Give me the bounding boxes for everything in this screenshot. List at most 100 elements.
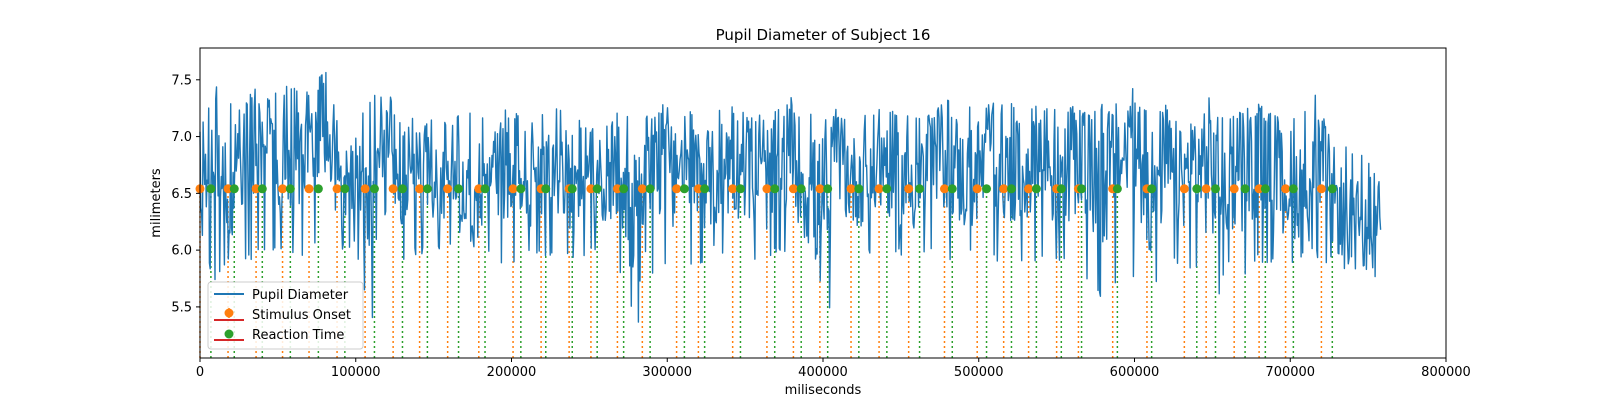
y-tick-label: 7.5: [171, 73, 192, 88]
x-tick-label: 400000: [798, 365, 848, 380]
stimulus-onset-marker: [1316, 184, 1326, 194]
y-tick-label: 6.0: [171, 244, 192, 259]
reaction-time-marker: [735, 184, 745, 194]
stimulus-onset-marker: [815, 184, 825, 194]
reaction-time-marker: [1077, 184, 1087, 194]
legend-label-pupil-diameter: Pupil Diameter: [252, 288, 349, 303]
stimulus-onset-marker: [1201, 184, 1211, 194]
x-axis-ticks: 0 100000 200000 300000 400000 500000 600000 700…: [196, 358, 1471, 380]
reaction-time-marker: [1031, 184, 1041, 194]
x-tick-label: 200000: [487, 365, 537, 380]
x-tick-label: 0: [196, 365, 204, 380]
x-tick-label: 500000: [954, 365, 1004, 380]
stimulus-onset-marker: [304, 184, 314, 194]
reaction-time-marker: [567, 184, 577, 194]
stimulus-onset-marker: [586, 184, 596, 194]
reaction-time-marker: [1240, 184, 1250, 194]
stimulus-onset-marker: [762, 184, 772, 194]
y-axis-ticks: 5.5 6.0 6.5 7.0 7.5: [171, 73, 200, 315]
reaction-time-marker: [516, 184, 526, 194]
stimulus-onset-marker: [788, 184, 798, 194]
stimulus-onset-marker: [508, 184, 518, 194]
reaction-time-marker: [823, 184, 833, 194]
reaction-time-marker: [313, 184, 323, 194]
reaction-time-marker: [1192, 184, 1202, 194]
stimulus-onset-marker: [1179, 184, 1189, 194]
stimulus-onset-marker: [278, 184, 288, 194]
reaction-time-marker: [1112, 184, 1122, 194]
reaction-time-marker: [480, 184, 490, 194]
reaction-time-marker: [369, 184, 379, 194]
reaction-time-marker: [947, 184, 957, 194]
stimulus-onset-marker: [904, 184, 914, 194]
stimulus-onset-marker: [1254, 184, 1264, 194]
reaction-time-marker: [645, 184, 655, 194]
x-axis-title: miliseconds: [785, 383, 862, 398]
y-tick-label: 7.0: [171, 130, 192, 145]
stimulus-onset-marker: [728, 184, 738, 194]
reaction-time-marker: [340, 184, 350, 194]
y-tick-label: 5.5: [171, 300, 192, 315]
reaction-time-marker: [422, 184, 432, 194]
stimulus-onset-marker: [223, 184, 233, 194]
x-tick-label: 800000: [1421, 365, 1471, 380]
stimulus-onset-marker: [415, 184, 425, 194]
reaction-time-marker: [206, 184, 216, 194]
reaction-time-marker: [619, 184, 629, 194]
reaction-time-marker: [982, 184, 992, 194]
reaction-time-marker: [796, 184, 806, 194]
reaction-time-marker: [257, 184, 267, 194]
reaction-time-marker: [1327, 184, 1337, 194]
legend-reaction-marker-swatch: [224, 329, 234, 339]
reaction-time-marker: [915, 184, 925, 194]
stimulus-onset-marker: [612, 184, 622, 194]
legend: Pupil Diameter Stimulus Onset Reaction T…: [207, 281, 364, 350]
y-axis-title: milimeters: [149, 168, 164, 238]
reaction-time-marker: [882, 184, 892, 194]
pupil-diameter-line: [199, 71, 1382, 323]
reaction-time-marker: [700, 184, 710, 194]
stimulus-onset-marker: [939, 184, 949, 194]
reaction-time-marker: [1147, 184, 1157, 194]
stimulus-onset-marker: [693, 184, 703, 194]
stimulus-onset-marker: [999, 184, 1009, 194]
stimulus-onset-marker: [874, 184, 884, 194]
reaction-time-marker: [1260, 184, 1270, 194]
stimulus-onset-marker: [1281, 184, 1291, 194]
y-tick-label: 6.5: [171, 187, 192, 202]
x-tick-label: 600000: [1110, 365, 1160, 380]
stimulus-onset-marker: [672, 184, 682, 194]
reaction-time-marker: [679, 184, 689, 194]
x-tick-label: 700000: [1265, 365, 1315, 380]
x-tick-label: 300000: [642, 365, 692, 380]
legend-box: [207, 281, 364, 350]
stimulus-onset-marker: [388, 184, 398, 194]
stimulus-onset-marker: [972, 184, 982, 194]
stimulus-onset-marker: [443, 184, 453, 194]
reaction-time-marker: [229, 184, 239, 194]
stimulus-onset-marker: [360, 184, 370, 194]
stimulus-onset-marker: [332, 184, 342, 194]
stimulus-onset-marker: [474, 184, 484, 194]
legend-label-reaction-time: Reaction Time: [252, 328, 344, 343]
chart-title: Pupil Diameter of Subject 16: [716, 26, 931, 44]
stimulus-onset-marker: [637, 184, 647, 194]
pupil-diameter-line-layer: [199, 71, 1382, 323]
legend-stimulus-marker-swatch: [224, 308, 234, 318]
reaction-time-marker: [854, 184, 864, 194]
reaction-time-marker: [592, 184, 602, 194]
x-tick-label: 100000: [331, 365, 381, 380]
stimulus-onset-marker: [846, 184, 856, 194]
reaction-time-marker: [1288, 184, 1298, 194]
reaction-time-marker: [770, 184, 780, 194]
reaction-time-marker: [541, 184, 551, 194]
reaction-time-marker: [397, 184, 407, 194]
reaction-time-marker: [285, 184, 295, 194]
reaction-time-marker: [1210, 184, 1220, 194]
stimulus-onset-marker: [251, 184, 261, 194]
stimulus-onset-marker: [1024, 184, 1034, 194]
reaction-time-marker: [1056, 184, 1066, 194]
legend-label-stimulus-onset: Stimulus Onset: [252, 308, 351, 323]
stem-markers: [195, 184, 1337, 194]
